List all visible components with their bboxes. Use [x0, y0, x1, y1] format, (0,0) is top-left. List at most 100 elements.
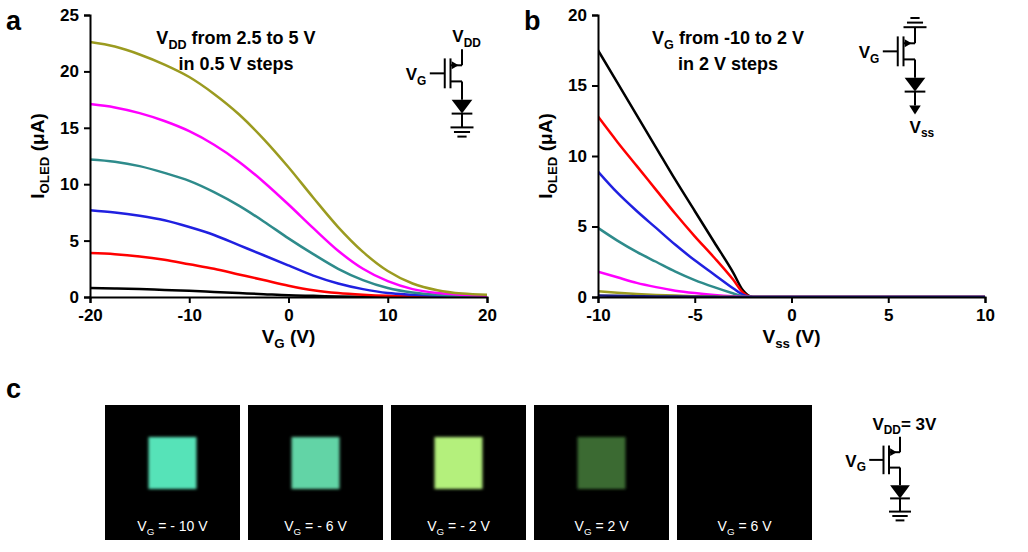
tick-label: 20 — [478, 306, 497, 325]
text-run: OLED — [545, 156, 560, 193]
tick-label: 0 — [578, 288, 587, 307]
circuit-wire — [907, 22, 923, 24]
y-axis-title: IOLED (μA) — [535, 113, 560, 199]
y-axis-title: IOLED (μA) — [27, 113, 52, 199]
text-run: G — [857, 460, 866, 474]
plot-lines — [598, 50, 985, 297]
x-tick: 20 — [478, 297, 497, 325]
circuit-wire — [899, 498, 901, 511]
tick-label: 10 — [976, 306, 995, 325]
text-run: ss — [775, 336, 790, 351]
axis-line — [91, 298, 488, 304]
figure: a-20-10010200510152025VG (V)IOLED (μA)VD… — [0, 0, 1028, 552]
photo-background — [534, 405, 669, 540]
photo-background — [677, 405, 812, 540]
text-run: DD — [464, 36, 482, 50]
series-line — [90, 210, 487, 296]
circuit-arrow — [909, 105, 921, 114]
text-run: V — [406, 65, 418, 84]
text-run: G — [727, 526, 735, 537]
photo-caption: VG = 6 V — [718, 518, 773, 537]
panel-letter: b — [524, 6, 541, 36]
circuit-wire — [914, 59, 916, 77]
circuit-label: VDD= 3V — [872, 415, 937, 437]
photo-caption: VG = - 6 V — [284, 518, 347, 537]
tick-mark — [84, 127, 90, 129]
axis-line — [592, 16, 599, 298]
tick-mark — [985, 297, 987, 303]
y-tick: 15 — [60, 119, 90, 138]
text-run: from 2.5 to 5 V — [187, 28, 316, 48]
text-run: (μA) — [535, 113, 556, 156]
series-line — [90, 253, 487, 297]
photo-caption: VG = - 2 V — [427, 518, 490, 537]
y-axis: 0510152025 — [60, 6, 90, 307]
x-tick: -5 — [688, 297, 703, 325]
photo: VG = 6 V — [677, 405, 812, 540]
panel-letter: a — [6, 6, 22, 36]
tick-label: -10 — [586, 306, 611, 325]
x-tick: 0 — [787, 297, 796, 325]
text-run: = 3V — [901, 415, 937, 434]
series-line — [598, 272, 985, 297]
circuit-wire — [883, 50, 898, 52]
tick-mark — [84, 71, 90, 73]
text-run: = 6 V — [735, 518, 773, 534]
circuit-wire — [899, 437, 901, 452]
y-tick: 15 — [568, 76, 598, 95]
tick-mark — [888, 297, 890, 303]
text-run: = 2 V — [592, 518, 630, 534]
oled-emission — [578, 437, 626, 489]
photo: VG = - 6 V — [248, 405, 383, 540]
oled-emission — [435, 437, 483, 489]
y-axis: 05101520 — [568, 6, 598, 307]
text-run: G — [274, 336, 284, 351]
text-run: G — [147, 526, 155, 537]
tick-label: 10 — [60, 175, 79, 194]
circuit-label: VDD — [452, 27, 481, 49]
circuit-arrow — [905, 39, 912, 47]
text-run: V — [156, 28, 168, 48]
tick-label: -10 — [177, 306, 202, 325]
text-run: ss — [921, 126, 935, 140]
circuit-wire — [461, 81, 463, 99]
panel: cVG = - 10 VVG = - 6 VVG = - 2 VVG = 2 V… — [6, 374, 937, 540]
annotation: in 0.5 V steps — [178, 54, 293, 74]
tick-label: 20 — [568, 6, 587, 25]
axis-line — [599, 298, 986, 304]
panel: a-20-10010200510152025VG (V)IOLED (μA)VD… — [6, 6, 497, 351]
circuit-wire — [892, 515, 907, 517]
text-run: V — [859, 43, 871, 62]
tick-mark — [84, 15, 90, 17]
circuit-wire — [889, 467, 900, 469]
y-tick: 10 — [60, 175, 90, 194]
annotation: in 2 V steps — [678, 54, 778, 74]
circuit-wire — [914, 27, 916, 43]
y-tick: 0 — [578, 288, 598, 307]
tick-mark — [592, 85, 598, 87]
x-tick: -20 — [78, 297, 103, 325]
text-run: G — [584, 526, 592, 537]
tick-label: 5 — [70, 232, 79, 251]
text-run: V — [452, 27, 464, 46]
annotation: VDD from 2.5 to 5 V — [156, 28, 315, 52]
text-run: V — [872, 415, 884, 434]
text-run: G — [870, 52, 879, 66]
text-run: G — [417, 74, 426, 88]
circuit-wire — [914, 92, 916, 106]
tick-mark — [189, 297, 191, 303]
text-run: (V) — [285, 326, 316, 347]
circuit-arrow — [890, 448, 897, 456]
tick-label: 15 — [568, 76, 587, 95]
text-run: V — [845, 452, 857, 471]
y-tick: 20 — [568, 6, 598, 25]
oled-emission — [721, 437, 769, 489]
text-run: (μA) — [27, 113, 48, 156]
circuit-wire — [454, 131, 470, 133]
circuit-diode — [890, 485, 910, 498]
tick-label: 10 — [379, 306, 398, 325]
axis-line — [84, 16, 91, 298]
circuit-arrow — [452, 61, 459, 69]
tick-mark — [288, 297, 290, 303]
photo-background — [248, 405, 383, 540]
